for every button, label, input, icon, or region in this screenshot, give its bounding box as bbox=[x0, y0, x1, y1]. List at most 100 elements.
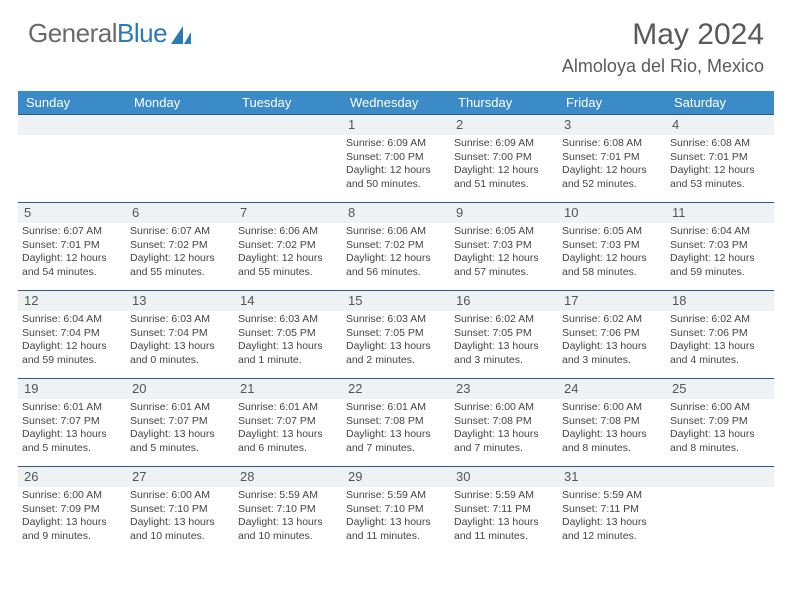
day-number: 11 bbox=[666, 202, 774, 223]
weekday-header: Sunday bbox=[18, 91, 126, 114]
day-details: Sunrise: 6:07 AMSunset: 7:01 PMDaylight:… bbox=[18, 223, 126, 281]
weekday-header: Saturday bbox=[666, 91, 774, 114]
calendar-day-cell: 31Sunrise: 5:59 AMSunset: 7:11 PMDayligh… bbox=[558, 466, 666, 554]
day-details: Sunrise: 6:01 AMSunset: 7:08 PMDaylight:… bbox=[342, 399, 450, 457]
calendar-day-cell: 3Sunrise: 6:08 AMSunset: 7:01 PMDaylight… bbox=[558, 114, 666, 202]
weekday-header: Thursday bbox=[450, 91, 558, 114]
calendar-day-cell: 23Sunrise: 6:00 AMSunset: 7:08 PMDayligh… bbox=[450, 378, 558, 466]
day-details: Sunrise: 6:06 AMSunset: 7:02 PMDaylight:… bbox=[234, 223, 342, 281]
day-number: 7 bbox=[234, 202, 342, 223]
calendar-body: 1Sunrise: 6:09 AMSunset: 7:00 PMDaylight… bbox=[18, 114, 774, 554]
day-number: 18 bbox=[666, 290, 774, 311]
day-number: 8 bbox=[342, 202, 450, 223]
day-details: Sunrise: 6:05 AMSunset: 7:03 PMDaylight:… bbox=[450, 223, 558, 281]
calendar-day-cell: 5Sunrise: 6:07 AMSunset: 7:01 PMDaylight… bbox=[18, 202, 126, 290]
day-number: 13 bbox=[126, 290, 234, 311]
day-number: 25 bbox=[666, 378, 774, 399]
day-details: Sunrise: 5:59 AMSunset: 7:10 PMDaylight:… bbox=[234, 487, 342, 545]
calendar-day-cell: 1Sunrise: 6:09 AMSunset: 7:00 PMDaylight… bbox=[342, 114, 450, 202]
calendar-day-cell: 30Sunrise: 5:59 AMSunset: 7:11 PMDayligh… bbox=[450, 466, 558, 554]
day-details: Sunrise: 5:59 AMSunset: 7:10 PMDaylight:… bbox=[342, 487, 450, 545]
day-number: 24 bbox=[558, 378, 666, 399]
weekday-header: Wednesday bbox=[342, 91, 450, 114]
calendar-day-cell: 29Sunrise: 5:59 AMSunset: 7:10 PMDayligh… bbox=[342, 466, 450, 554]
calendar-day-cell: 9Sunrise: 6:05 AMSunset: 7:03 PMDaylight… bbox=[450, 202, 558, 290]
calendar-day-cell: 22Sunrise: 6:01 AMSunset: 7:08 PMDayligh… bbox=[342, 378, 450, 466]
day-details: Sunrise: 6:01 AMSunset: 7:07 PMDaylight:… bbox=[126, 399, 234, 457]
day-number: 21 bbox=[234, 378, 342, 399]
day-number-empty bbox=[18, 114, 126, 135]
calendar-day-cell: 12Sunrise: 6:04 AMSunset: 7:04 PMDayligh… bbox=[18, 290, 126, 378]
logo: GeneralBlue bbox=[28, 18, 195, 49]
calendar-day-cell bbox=[234, 114, 342, 202]
location: Almoloya del Rio, Mexico bbox=[562, 56, 764, 77]
calendar-day-cell: 15Sunrise: 6:03 AMSunset: 7:05 PMDayligh… bbox=[342, 290, 450, 378]
day-number: 27 bbox=[126, 466, 234, 487]
day-number: 29 bbox=[342, 466, 450, 487]
day-number: 1 bbox=[342, 114, 450, 135]
calendar-day-cell: 7Sunrise: 6:06 AMSunset: 7:02 PMDaylight… bbox=[234, 202, 342, 290]
day-details: Sunrise: 6:02 AMSunset: 7:06 PMDaylight:… bbox=[666, 311, 774, 369]
day-number: 31 bbox=[558, 466, 666, 487]
day-details: Sunrise: 6:00 AMSunset: 7:10 PMDaylight:… bbox=[126, 487, 234, 545]
calendar-day-cell: 26Sunrise: 6:00 AMSunset: 7:09 PMDayligh… bbox=[18, 466, 126, 554]
calendar-table: SundayMondayTuesdayWednesdayThursdayFrid… bbox=[18, 91, 774, 554]
calendar-day-cell: 8Sunrise: 6:06 AMSunset: 7:02 PMDaylight… bbox=[342, 202, 450, 290]
logo-text-2: Blue bbox=[117, 18, 167, 49]
day-details: Sunrise: 6:00 AMSunset: 7:09 PMDaylight:… bbox=[18, 487, 126, 545]
day-details: Sunrise: 6:08 AMSunset: 7:01 PMDaylight:… bbox=[666, 135, 774, 193]
day-details: Sunrise: 6:04 AMSunset: 7:03 PMDaylight:… bbox=[666, 223, 774, 281]
weekday-header: Friday bbox=[558, 91, 666, 114]
calendar-day-cell: 4Sunrise: 6:08 AMSunset: 7:01 PMDaylight… bbox=[666, 114, 774, 202]
day-details: Sunrise: 6:03 AMSunset: 7:05 PMDaylight:… bbox=[342, 311, 450, 369]
day-number: 4 bbox=[666, 114, 774, 135]
day-number-empty bbox=[126, 114, 234, 135]
day-number: 3 bbox=[558, 114, 666, 135]
day-number: 14 bbox=[234, 290, 342, 311]
day-number-empty bbox=[234, 114, 342, 135]
day-number: 23 bbox=[450, 378, 558, 399]
calendar-day-cell: 2Sunrise: 6:09 AMSunset: 7:00 PMDaylight… bbox=[450, 114, 558, 202]
day-number: 15 bbox=[342, 290, 450, 311]
calendar-day-cell: 20Sunrise: 6:01 AMSunset: 7:07 PMDayligh… bbox=[126, 378, 234, 466]
day-details: Sunrise: 6:02 AMSunset: 7:06 PMDaylight:… bbox=[558, 311, 666, 369]
day-details: Sunrise: 6:01 AMSunset: 7:07 PMDaylight:… bbox=[234, 399, 342, 457]
day-number: 19 bbox=[18, 378, 126, 399]
calendar-day-cell bbox=[666, 466, 774, 554]
day-number: 10 bbox=[558, 202, 666, 223]
day-number: 6 bbox=[126, 202, 234, 223]
day-details: Sunrise: 6:05 AMSunset: 7:03 PMDaylight:… bbox=[558, 223, 666, 281]
day-number: 2 bbox=[450, 114, 558, 135]
day-number: 28 bbox=[234, 466, 342, 487]
calendar-week-row: 19Sunrise: 6:01 AMSunset: 7:07 PMDayligh… bbox=[18, 378, 774, 466]
calendar-day-cell bbox=[18, 114, 126, 202]
calendar-day-cell: 28Sunrise: 5:59 AMSunset: 7:10 PMDayligh… bbox=[234, 466, 342, 554]
day-details: Sunrise: 6:09 AMSunset: 7:00 PMDaylight:… bbox=[450, 135, 558, 193]
calendar-week-row: 26Sunrise: 6:00 AMSunset: 7:09 PMDayligh… bbox=[18, 466, 774, 554]
day-details: Sunrise: 6:00 AMSunset: 7:09 PMDaylight:… bbox=[666, 399, 774, 457]
day-details: Sunrise: 6:07 AMSunset: 7:02 PMDaylight:… bbox=[126, 223, 234, 281]
day-number: 30 bbox=[450, 466, 558, 487]
day-number: 5 bbox=[18, 202, 126, 223]
weekday-header: Monday bbox=[126, 91, 234, 114]
header: GeneralBlue May 2024 Almoloya del Rio, M… bbox=[0, 0, 792, 81]
calendar-day-cell: 16Sunrise: 6:02 AMSunset: 7:05 PMDayligh… bbox=[450, 290, 558, 378]
calendar-day-cell bbox=[126, 114, 234, 202]
calendar-day-cell: 27Sunrise: 6:00 AMSunset: 7:10 PMDayligh… bbox=[126, 466, 234, 554]
day-details: Sunrise: 6:03 AMSunset: 7:04 PMDaylight:… bbox=[126, 311, 234, 369]
day-details: Sunrise: 6:04 AMSunset: 7:04 PMDaylight:… bbox=[18, 311, 126, 369]
day-details: Sunrise: 6:00 AMSunset: 7:08 PMDaylight:… bbox=[558, 399, 666, 457]
day-details: Sunrise: 5:59 AMSunset: 7:11 PMDaylight:… bbox=[558, 487, 666, 545]
day-number: 17 bbox=[558, 290, 666, 311]
calendar-day-cell: 6Sunrise: 6:07 AMSunset: 7:02 PMDaylight… bbox=[126, 202, 234, 290]
calendar-day-cell: 13Sunrise: 6:03 AMSunset: 7:04 PMDayligh… bbox=[126, 290, 234, 378]
calendar-day-cell: 11Sunrise: 6:04 AMSunset: 7:03 PMDayligh… bbox=[666, 202, 774, 290]
calendar-day-cell: 25Sunrise: 6:00 AMSunset: 7:09 PMDayligh… bbox=[666, 378, 774, 466]
calendar-day-cell: 18Sunrise: 6:02 AMSunset: 7:06 PMDayligh… bbox=[666, 290, 774, 378]
day-number: 20 bbox=[126, 378, 234, 399]
weekday-header-row: SundayMondayTuesdayWednesdayThursdayFrid… bbox=[18, 91, 774, 114]
month-title: May 2024 bbox=[562, 18, 764, 52]
day-number: 22 bbox=[342, 378, 450, 399]
calendar-day-cell: 14Sunrise: 6:03 AMSunset: 7:05 PMDayligh… bbox=[234, 290, 342, 378]
calendar-day-cell: 10Sunrise: 6:05 AMSunset: 7:03 PMDayligh… bbox=[558, 202, 666, 290]
